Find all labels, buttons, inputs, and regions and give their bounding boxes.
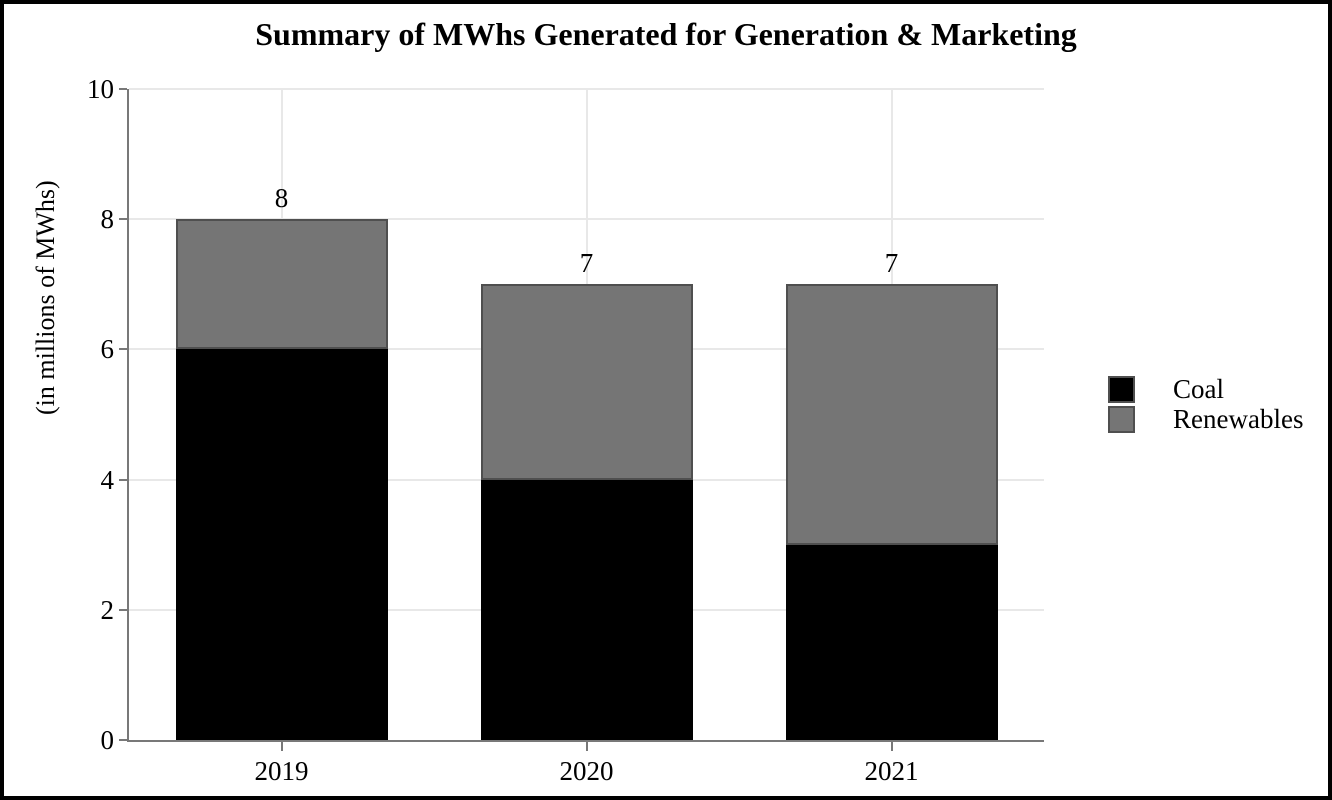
x-tick-label: 2020	[559, 756, 614, 786]
y-tick-label: 4	[100, 464, 115, 495]
legend-item-renewables: Renewables	[1108, 404, 1304, 434]
y-tick-label: 0	[100, 725, 115, 755]
bar-total-label: 7	[579, 248, 594, 279]
legend: Coal Renewables	[1108, 374, 1304, 434]
x-tick-label: 2019	[254, 756, 309, 786]
bar-segment-coal-2020	[480, 479, 693, 740]
bar-segment-renewables-2019	[175, 219, 388, 350]
plot-panel: 8 7 7	[129, 88, 1044, 740]
y-tick	[119, 478, 127, 481]
y-tick	[119, 739, 127, 741]
x-tick-label: 2021	[864, 756, 919, 786]
y-tick-label: 2	[100, 594, 115, 625]
bar-segment-coal-2019	[175, 349, 388, 740]
y-tick-label: 10	[87, 74, 114, 104]
y-tick	[119, 608, 127, 611]
legend-item-coal: Coal	[1108, 374, 1303, 404]
legend-label: Coal	[1173, 374, 1224, 404]
bar-segment-renewables-2021	[785, 284, 998, 545]
legend-swatch-renewables	[1108, 406, 1135, 433]
x-tick	[890, 742, 893, 751]
y-tick-label: 6	[100, 334, 115, 365]
bar-total-label: 7	[884, 248, 899, 279]
x-axis-line	[129, 740, 1044, 742]
bar-segment-renewables-2020	[480, 284, 693, 480]
chart-title: Summary of MWhs Generated for Generation…	[255, 16, 1077, 52]
legend-swatch-coal	[1108, 376, 1135, 403]
y-axis-line	[127, 89, 129, 742]
bar-segment-coal-2021	[785, 544, 998, 740]
y-tick	[119, 218, 127, 221]
y-tick-label: 8	[100, 204, 115, 235]
bar-total-label: 8	[274, 183, 289, 214]
x-tick	[280, 742, 283, 751]
y-tick	[119, 348, 127, 351]
x-tick	[585, 742, 588, 751]
legend-label: Renewables	[1173, 404, 1304, 434]
y-tick	[119, 88, 127, 90]
